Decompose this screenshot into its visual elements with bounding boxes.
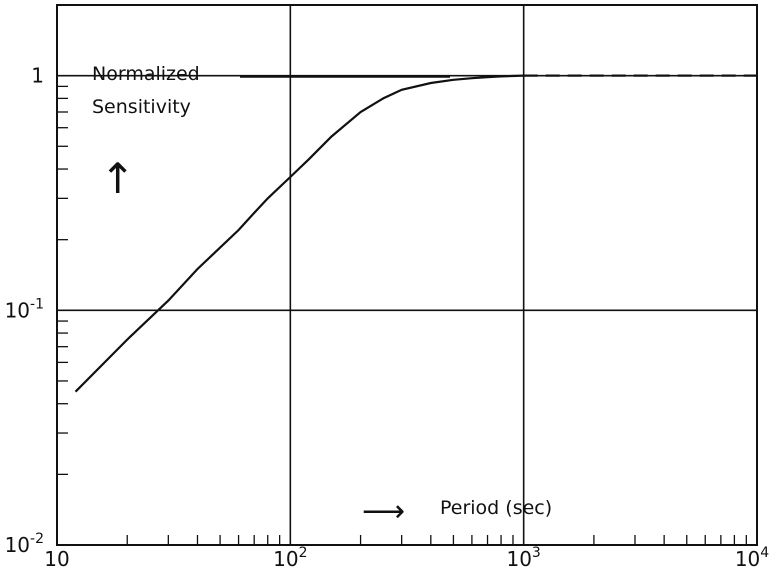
plot-frame	[56, 4, 758, 546]
y-axis-label-line2: Sensitivity	[92, 96, 191, 118]
series-line-solid	[74, 74, 524, 393]
series-lines	[74, 74, 757, 393]
minor-ticks	[57, 85, 747, 545]
x-tick-label: 102	[273, 545, 307, 570]
x-tick-label: 104	[735, 545, 769, 570]
y-axis-label-line1: Normalized	[92, 63, 200, 85]
y-axis-arrow-icon: ↑	[100, 154, 135, 203]
x-tick-label: 10	[44, 547, 69, 570]
x-axis-arrow-icon: ⟶	[362, 494, 405, 529]
y-tick-label: 10-1	[5, 296, 44, 322]
y-tick-labels: 10-2 10-1 1	[5, 64, 44, 557]
grid-lines	[57, 5, 757, 545]
x-axis-label: Period (sec)	[440, 497, 552, 519]
y-tick-label: 1	[31, 64, 44, 88]
y-tick-label: 10-2	[5, 531, 44, 557]
x-tick-label: 103	[506, 545, 540, 570]
x-tick-labels: 10 102 103 104	[44, 545, 769, 570]
